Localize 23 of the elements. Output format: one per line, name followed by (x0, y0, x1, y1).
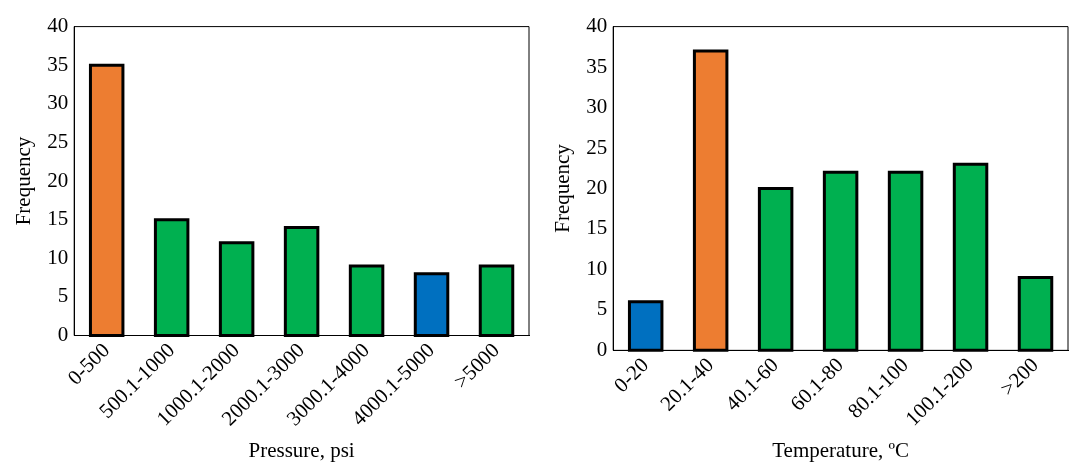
y-tick-label: 20 (586, 174, 608, 199)
y-tick-label: 10 (47, 244, 69, 269)
x-axis-title: Pressure, psi (248, 437, 355, 462)
x-axis-title: Temperature, ºC (772, 437, 910, 462)
y-tick-label: 25 (586, 134, 608, 159)
x-tick-label: 0-20 (608, 352, 654, 397)
y-tick-label: 15 (47, 206, 69, 231)
y-tick-label: 10 (586, 255, 608, 280)
y-tick-label: 0 (596, 336, 608, 361)
y-tick-label: 5 (596, 296, 608, 321)
y-tick-label: 0 (57, 322, 69, 347)
y-tick-label: 35 (586, 53, 608, 78)
y-tick-label: 20 (47, 167, 69, 192)
y-tick-label: 25 (47, 128, 69, 153)
y-tick-label: 35 (47, 51, 69, 76)
y-axis-title: Frequency (550, 143, 575, 233)
y-tick-label: 5 (57, 283, 69, 308)
y-tick-label: 30 (47, 90, 69, 115)
y-axis-title: Frequency (11, 136, 36, 226)
y-tick-label: 40 (47, 13, 69, 38)
y-tick-label: 40 (586, 13, 608, 38)
y-tick-label: 15 (586, 215, 608, 240)
y-tick-label: 30 (586, 94, 608, 119)
